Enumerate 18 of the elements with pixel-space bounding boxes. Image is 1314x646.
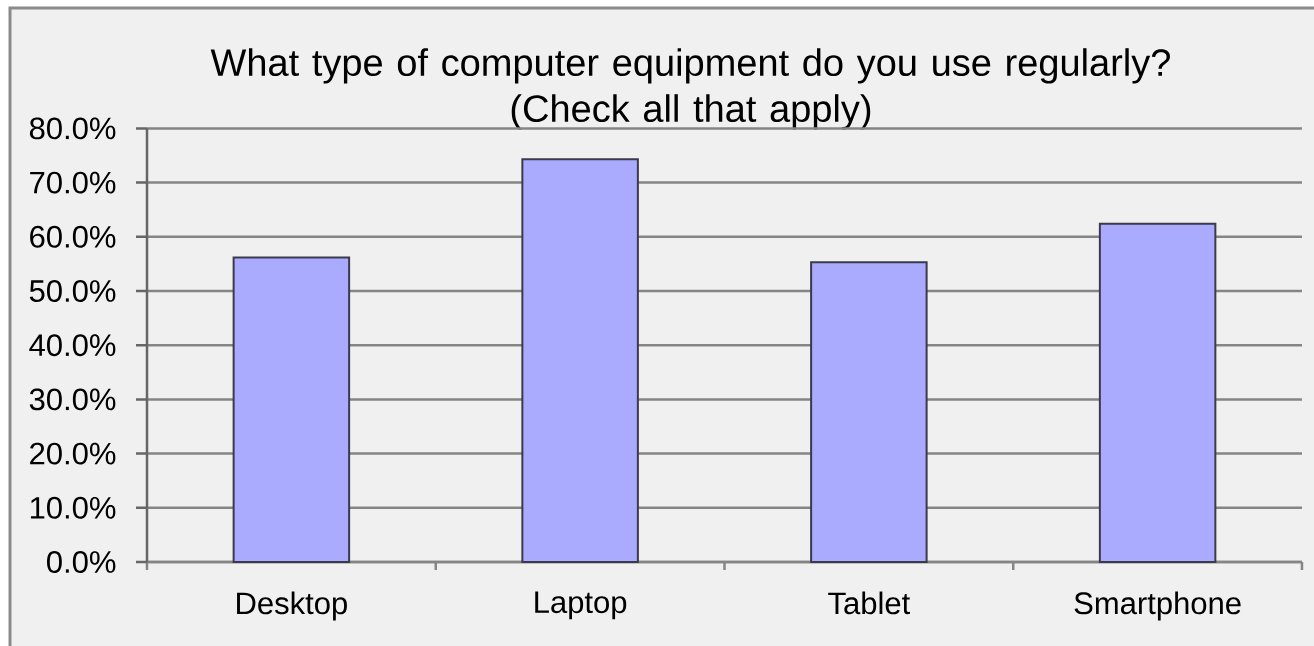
x-tick-label: Desktop	[237, 591, 347, 621]
bar	[232, 256, 351, 563]
bar	[1098, 222, 1217, 563]
y-tick-label: 60.0%	[30, 225, 116, 248]
y-tick-label: 0.0%	[47, 551, 116, 573]
y-tick-label: 50.0%	[29, 280, 116, 302]
x-tick-label: Laptop	[535, 591, 627, 620]
y-tick-label: 10.0%	[30, 496, 116, 519]
x-tick-label: Smartphone	[1074, 591, 1241, 621]
chart-title: What type of computer equipment do you use regularly? (Check all that apply)	[210, 48, 1170, 130]
y-tick-label: 20.0%	[30, 442, 116, 465]
y-tick-label: 80.0%	[29, 117, 116, 140]
y-tick-label: 30.0%	[29, 388, 116, 411]
y-tick-label: 70.0%	[30, 171, 116, 194]
bar	[521, 158, 639, 563]
y-tick-label: 40.0%	[29, 334, 116, 357]
bar	[810, 261, 928, 563]
x-tick-label: Tablet	[828, 591, 911, 615]
